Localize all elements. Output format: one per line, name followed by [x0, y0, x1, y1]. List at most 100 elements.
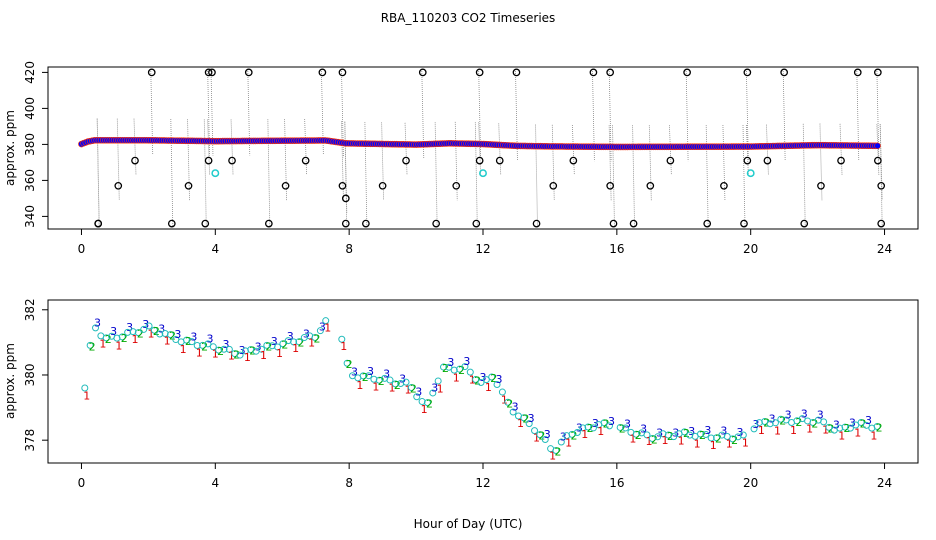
spike-trace — [304, 118, 308, 176]
zoomed-x-tick-label: 24 — [877, 476, 892, 490]
spike-trace — [364, 122, 368, 228]
zoomed-point — [225, 345, 233, 353]
full-range-y-tick-label: 400 — [23, 97, 37, 120]
zoomed-point — [525, 420, 533, 428]
spike-point — [301, 156, 310, 165]
spike-trace — [571, 124, 575, 176]
spike-point — [475, 68, 484, 77]
full-range-y-tick-label: 380 — [23, 133, 37, 156]
spike-point — [402, 156, 410, 165]
spike-point — [720, 181, 728, 190]
spike-point — [94, 219, 103, 228]
zoomed-point — [509, 408, 517, 416]
spike-point — [763, 156, 772, 165]
zoomed-point — [862, 421, 870, 429]
zoomed-point — [584, 423, 592, 431]
spike-trace — [766, 124, 769, 176]
spike-point — [472, 219, 481, 228]
inlet-marker: 2 — [538, 430, 545, 443]
inlet-marker: 1 — [645, 435, 652, 448]
inlet-marker: 3 — [849, 417, 856, 430]
inlet-marker: 1 — [565, 436, 572, 449]
spike-point — [666, 156, 675, 165]
zoomed-point — [402, 378, 410, 386]
spike-trace — [535, 124, 538, 228]
inlet-marker: 1 — [340, 340, 347, 353]
zoomed-point — [552, 447, 560, 455]
zoomed-point — [215, 346, 223, 354]
zoomed-point — [616, 423, 624, 431]
spike-point — [147, 68, 156, 77]
inlet-marker: 2 — [795, 416, 802, 429]
spike-point — [837, 156, 845, 165]
spike-trace — [742, 124, 746, 228]
inlet-marker: 1 — [453, 372, 460, 385]
spike-trace — [207, 119, 211, 176]
zoomed-point — [713, 434, 721, 442]
zoomed-point — [134, 329, 142, 337]
figure-title: RBA_110203 CO2 Timeseries — [381, 11, 556, 25]
inlet-marker: 2 — [394, 379, 401, 392]
zoomed-point — [461, 363, 469, 371]
inlet-marker: 3 — [158, 323, 165, 336]
zoomed-point — [697, 430, 704, 438]
zoomed-point — [429, 389, 437, 397]
zoomed-point — [739, 431, 747, 439]
inlet-marker: 1 — [260, 349, 267, 362]
zoomed-point — [343, 359, 351, 367]
full-range-x-tick-label: 20 — [743, 242, 758, 256]
zoomed-point — [386, 376, 394, 384]
spike-trace — [96, 118, 100, 228]
spike-point — [475, 156, 484, 165]
spike-point — [512, 68, 521, 77]
inlet-marker: 2 — [121, 332, 128, 345]
spike-point — [569, 156, 578, 165]
spike-point — [683, 68, 691, 77]
full-range-x-tick-label: 4 — [211, 242, 219, 256]
inlet-marker: 3 — [447, 356, 454, 369]
zoomed-point — [477, 379, 485, 387]
full-range-y-tick-label: 420 — [23, 61, 37, 84]
spike-point — [873, 68, 882, 77]
outlier-point — [479, 169, 487, 178]
inlet-marker: 1 — [244, 351, 251, 364]
zoomed-x-tick-label: 4 — [211, 476, 219, 490]
inlet-marker: 3 — [479, 371, 486, 384]
spike-point — [877, 219, 886, 228]
inlet-marker: 1 — [115, 340, 122, 353]
inlet-marker: 2 — [474, 375, 481, 388]
zoomed-point — [209, 343, 217, 351]
zoomed-point — [643, 431, 651, 439]
inlet-marker: 1 — [742, 436, 749, 449]
spike-trace — [668, 125, 672, 176]
spike-trace — [320, 68, 324, 155]
spike-point — [204, 68, 213, 77]
spike-trace — [474, 122, 478, 228]
inlet-marker: 3 — [592, 417, 599, 430]
spike-point — [629, 219, 638, 228]
inlet-marker: 2 — [426, 398, 433, 411]
inlet-marker: 3 — [640, 422, 647, 435]
zoomed-point — [370, 375, 378, 383]
zoomed-point — [140, 325, 148, 333]
baseline-point — [874, 142, 881, 150]
zoomed-point — [81, 384, 89, 392]
zoomed-point — [220, 345, 228, 353]
zoomed-point — [466, 368, 474, 376]
inlet-marker: 3 — [126, 321, 133, 334]
inlet-marker: 2 — [458, 364, 465, 377]
zoomed-point — [589, 424, 597, 432]
inlet-marker: 2 — [410, 383, 417, 396]
spike-point — [873, 156, 882, 165]
inlet-marker: 3 — [142, 318, 149, 331]
spike-point — [877, 181, 886, 190]
spike-trace — [203, 119, 207, 228]
inlet-marker: 1 — [774, 424, 781, 437]
inlet-marker: 3 — [431, 382, 438, 395]
zoomed-point — [445, 363, 453, 371]
spike-point — [204, 156, 213, 165]
full-range-x-tick-label: 12 — [475, 242, 490, 256]
inlet-marker: 3 — [367, 365, 374, 378]
